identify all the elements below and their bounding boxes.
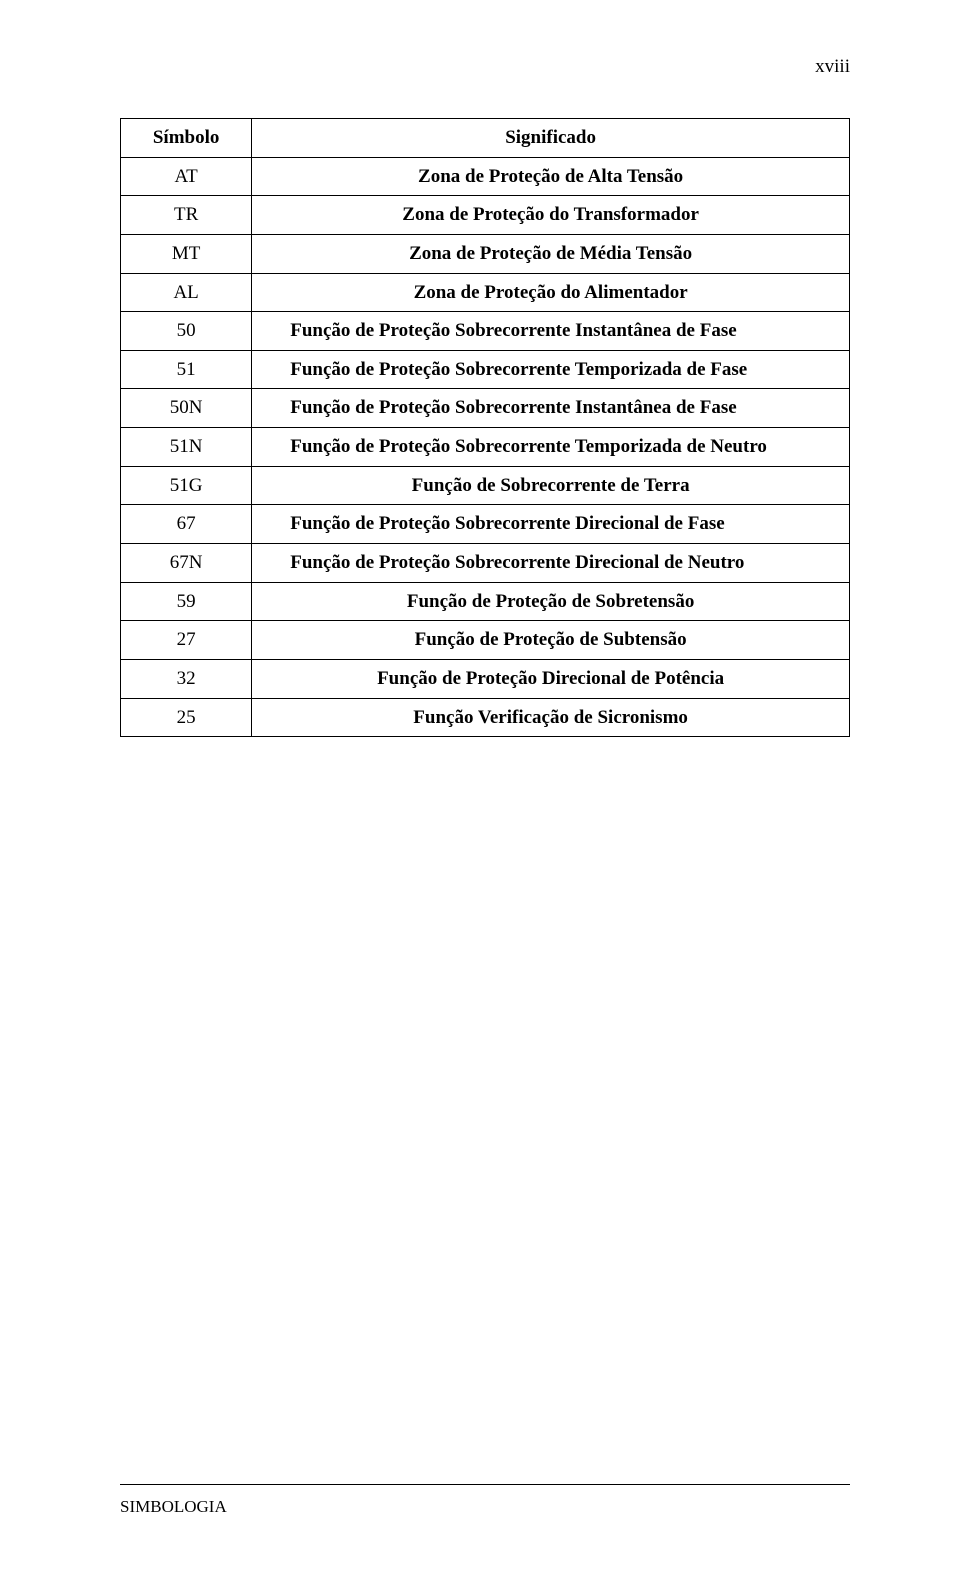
cell-symbol: 67N	[121, 544, 252, 583]
footer-rule	[120, 1484, 850, 1485]
table-row: ALZona de Proteção do Alimentador	[121, 273, 850, 312]
cell-meaning: Zona de Proteção de Alta Tensão	[252, 157, 850, 196]
table-row: 51NFunção de Proteção Sobrecorrente Temp…	[121, 428, 850, 467]
cell-meaning: Função de Proteção Direcional de Potênci…	[252, 659, 850, 698]
table-row: 59Função de Proteção de Sobretensão	[121, 582, 850, 621]
cell-symbol: 50	[121, 312, 252, 351]
table-row: 27Função de Proteção de Subtensão	[121, 621, 850, 660]
cell-symbol: 51G	[121, 466, 252, 505]
cell-meaning: Função de Proteção de Subtensão	[252, 621, 850, 660]
table-row: 51Função de Proteção Sobrecorrente Tempo…	[121, 350, 850, 389]
cell-symbol: TR	[121, 196, 252, 235]
table-row: 50NFunção de Proteção Sobrecorrente Inst…	[121, 389, 850, 428]
cell-symbol: 59	[121, 582, 252, 621]
cell-meaning: Função de Sobrecorrente de Terra	[252, 466, 850, 505]
table-row: TRZona de Proteção do Transformador	[121, 196, 850, 235]
footer-text: SIMBOLOGIA	[120, 1497, 227, 1517]
col-header-symbol: Símbolo	[121, 119, 252, 158]
cell-symbol: 67	[121, 505, 252, 544]
cell-symbol: 27	[121, 621, 252, 660]
page-number: xviii	[815, 56, 850, 78]
table-row: 32Função de Proteção Direcional de Potên…	[121, 659, 850, 698]
symbols-table: Símbolo Significado ATZona de Proteção d…	[120, 118, 850, 737]
cell-symbol: 51N	[121, 428, 252, 467]
main-content: Símbolo Significado ATZona de Proteção d…	[0, 0, 960, 737]
table-row: MTZona de Proteção de Média Tensão	[121, 234, 850, 273]
cell-meaning: Função de Proteção Sobrecorrente Tempori…	[252, 350, 850, 389]
cell-meaning: Zona de Proteção de Média Tensão	[252, 234, 850, 273]
table-row: 50Função de Proteção Sobrecorrente Insta…	[121, 312, 850, 351]
cell-meaning: Função de Proteção Sobrecorrente Direcio…	[252, 544, 850, 583]
table-row: ATZona de Proteção de Alta Tensão	[121, 157, 850, 196]
cell-meaning: Zona de Proteção do Alimentador	[252, 273, 850, 312]
table-header-row: Símbolo Significado	[121, 119, 850, 158]
cell-symbol: AL	[121, 273, 252, 312]
cell-symbol: 51	[121, 350, 252, 389]
cell-symbol: 50N	[121, 389, 252, 428]
table-row: 51GFunção de Sobrecorrente de Terra	[121, 466, 850, 505]
cell-meaning: Função de Proteção Sobrecorrente Instant…	[252, 312, 850, 351]
cell-meaning: Função de Proteção Sobrecorrente Tempori…	[252, 428, 850, 467]
cell-meaning: Zona de Proteção do Transformador	[252, 196, 850, 235]
cell-meaning: Função de Proteção Sobrecorrente Instant…	[252, 389, 850, 428]
cell-meaning: Função Verificação de Sicronismo	[252, 698, 850, 737]
table-row: 67Função de Proteção Sobrecorrente Direc…	[121, 505, 850, 544]
table-body: ATZona de Proteção de Alta TensãoTRZona …	[121, 157, 850, 737]
cell-symbol: MT	[121, 234, 252, 273]
col-header-meaning: Significado	[252, 119, 850, 158]
cell-symbol: 25	[121, 698, 252, 737]
cell-symbol: AT	[121, 157, 252, 196]
table-row: 25Função Verificação de Sicronismo	[121, 698, 850, 737]
cell-symbol: 32	[121, 659, 252, 698]
cell-meaning: Função de Proteção de Sobretensão	[252, 582, 850, 621]
table-row: 67NFunção de Proteção Sobrecorrente Dire…	[121, 544, 850, 583]
cell-meaning: Função de Proteção Sobrecorrente Direcio…	[252, 505, 850, 544]
